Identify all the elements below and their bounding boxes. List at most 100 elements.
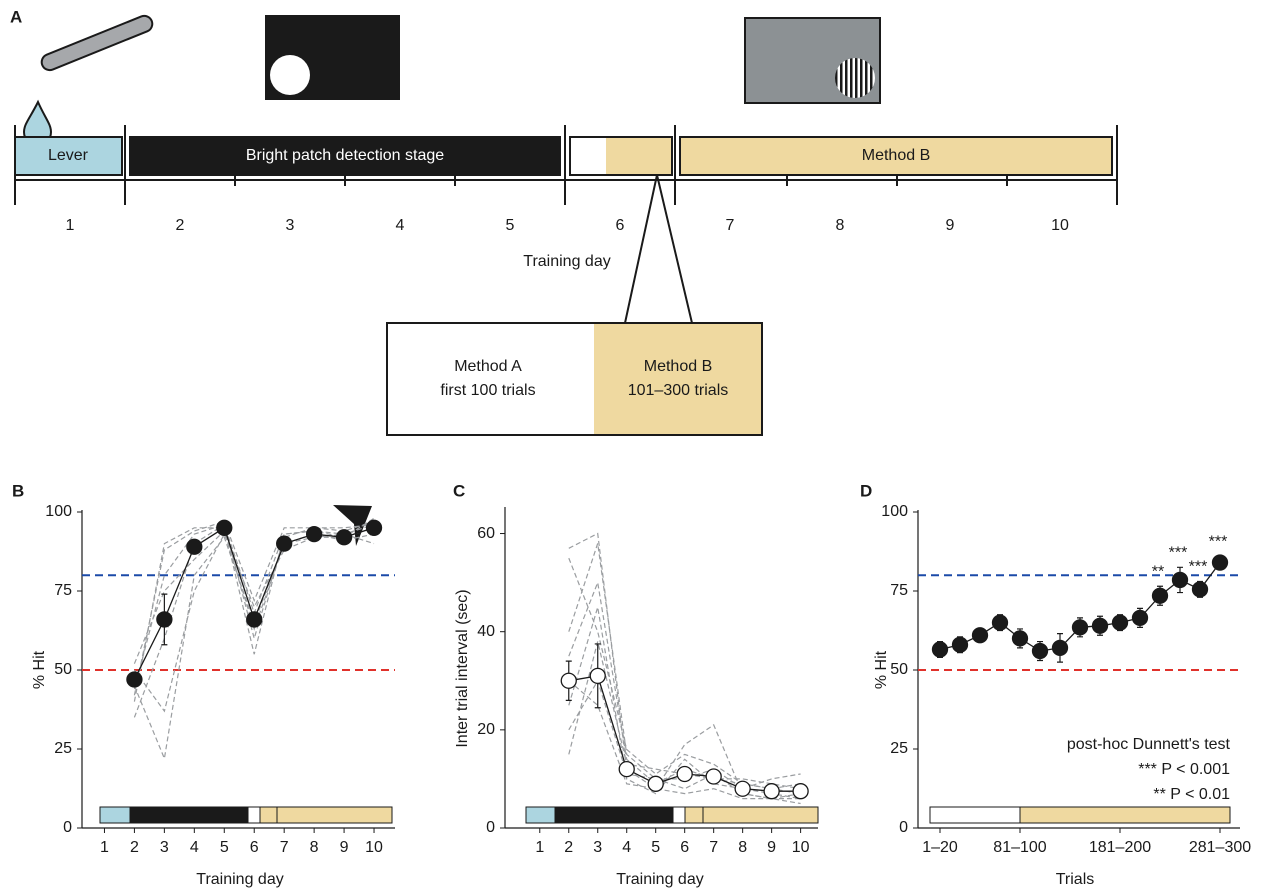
marker <box>931 641 949 658</box>
stage-label: Method B <box>862 147 930 164</box>
screen-icon <box>744 17 881 104</box>
marker <box>589 667 606 685</box>
x-tick-label: 3 <box>160 839 169 856</box>
x-tick-label: 4 <box>190 839 199 856</box>
y-tick-label: 0 <box>486 819 495 836</box>
stage-label: Bright patch detection stage <box>246 147 444 164</box>
stage-bar <box>99 806 131 824</box>
significance-label: *** <box>1169 545 1188 562</box>
individual-line <box>133 527 375 713</box>
marker <box>734 780 751 797</box>
marker <box>1131 609 1149 627</box>
marker <box>1031 642 1049 660</box>
stage-bar <box>1019 806 1231 824</box>
y-tick-label: 20 <box>477 721 495 738</box>
mean-line <box>133 526 375 680</box>
x-tick-label: 1–20 <box>922 839 958 856</box>
axis-title: Training day <box>616 871 703 888</box>
axis-title: Training day <box>196 871 283 888</box>
individual-line <box>568 679 801 800</box>
x-tick-label: 10 <box>792 839 810 856</box>
day-label: 1 <box>66 217 75 234</box>
y-tick-label: 50 <box>54 661 72 678</box>
individual-line <box>133 529 375 664</box>
day-label: 6 <box>616 217 625 234</box>
axis-title: % Hit <box>873 650 890 689</box>
marker <box>1011 630 1029 647</box>
marker <box>365 519 383 536</box>
axis-title: Training day <box>523 253 610 270</box>
inset-label: first 100 trials <box>440 382 535 399</box>
marker <box>335 529 353 546</box>
panel-label: B <box>12 481 24 500</box>
panel-label: D <box>860 481 872 500</box>
stage-bar <box>684 806 819 824</box>
stage-bar <box>247 806 261 824</box>
axis-title: % Hit <box>31 650 48 689</box>
marker <box>763 783 780 800</box>
panel-label: C <box>453 481 465 500</box>
inset-label: Method B <box>644 358 712 375</box>
x-tick-label: 1 <box>535 839 544 856</box>
stage-bar <box>525 806 556 824</box>
timeline <box>14 125 1118 436</box>
x-tick-label: 7 <box>280 839 289 856</box>
marker <box>216 519 233 536</box>
marker <box>186 538 203 555</box>
inset-label: Method A <box>454 358 522 375</box>
y-tick-label: 0 <box>63 819 72 836</box>
day-label: 5 <box>506 217 515 234</box>
lever-icon <box>22 14 154 147</box>
x-tick-label: 2 <box>130 839 139 856</box>
marker <box>1211 554 1229 571</box>
y-tick-label: 60 <box>477 525 495 542</box>
day-label: 7 <box>726 217 735 234</box>
marker <box>1071 619 1089 636</box>
stage-bar <box>129 806 249 824</box>
inset-label: 101–300 trials <box>628 382 729 399</box>
marker <box>676 765 693 783</box>
x-tick-label: 6 <box>250 839 259 856</box>
individual-line <box>133 524 375 702</box>
screen-icon <box>265 15 400 100</box>
x-tick-label: 81–100 <box>993 839 1046 856</box>
x-tick-label: 2 <box>564 839 573 856</box>
x-tick-label: 8 <box>310 839 319 856</box>
annotation: *** P < 0.001 <box>1138 761 1230 778</box>
stage-bar <box>554 806 674 824</box>
x-tick-label: 181–200 <box>1089 839 1151 856</box>
x-tick-label: 5 <box>651 839 660 856</box>
x-tick-label: 5 <box>220 839 229 856</box>
marker <box>705 768 722 785</box>
marker <box>1171 571 1189 589</box>
arrowhead <box>333 505 372 546</box>
marker <box>1091 617 1109 634</box>
stage-bar <box>672 806 686 824</box>
significance-label: *** <box>1209 533 1228 550</box>
axis-title: Inter trial interval (sec) <box>454 589 471 747</box>
y-tick-label: 0 <box>899 819 908 836</box>
y-tick-label: 25 <box>890 740 908 757</box>
marker <box>1051 639 1069 657</box>
individual-line <box>133 533 375 761</box>
x-tick-label: 3 <box>593 839 602 856</box>
y-tick-label: 100 <box>45 503 72 520</box>
axis-title: Trials <box>1056 871 1095 888</box>
stage-label: Lever <box>48 147 89 164</box>
marker <box>126 671 143 688</box>
panel-label: A <box>10 7 22 26</box>
individual-line <box>568 607 801 800</box>
day-label: 2 <box>176 217 185 234</box>
y-tick-label: 50 <box>890 661 908 678</box>
x-tick-label: 4 <box>622 839 631 856</box>
marker <box>951 636 969 653</box>
x-tick-label: 6 <box>680 839 689 856</box>
x-tick-label: 9 <box>767 839 776 856</box>
y-tick-label: 40 <box>477 623 495 640</box>
marker <box>1191 581 1209 598</box>
day-label: 8 <box>836 217 845 234</box>
x-tick-label: 10 <box>365 839 383 856</box>
individual-line <box>133 520 375 696</box>
marker <box>276 535 293 552</box>
